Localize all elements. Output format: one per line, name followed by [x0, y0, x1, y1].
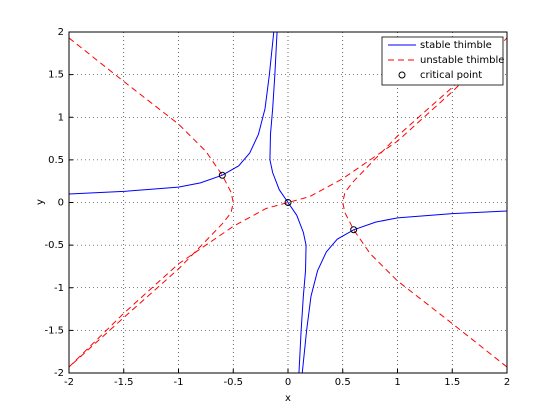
stable-curve — [69, 32, 507, 373]
x-axis-label: x — [285, 393, 291, 404]
x-tick-label: -1 — [174, 377, 184, 388]
y-tick-label: 1.5 — [48, 70, 64, 81]
y-tick-label: 2 — [58, 27, 64, 38]
y-tick-label: 0 — [58, 198, 64, 209]
legend-label: unstable thimble — [420, 55, 504, 66]
critical-point — [350, 226, 358, 234]
x-tick-label: -2 — [64, 377, 74, 388]
y-tick-label: -1.5 — [44, 325, 64, 336]
y-tick-label: 1 — [58, 112, 64, 123]
x-tick-label: 0.5 — [335, 377, 351, 388]
x-tick-label: 2 — [504, 377, 510, 388]
y-tick-label: -1 — [54, 283, 64, 294]
x-tick-label: 1 — [394, 377, 400, 388]
critical-point — [218, 171, 226, 179]
y-tick-label: -0.5 — [44, 240, 64, 251]
y-tick-label: -2 — [54, 368, 64, 379]
x-tick-label: 0 — [285, 377, 291, 388]
y-axis-label: y — [35, 199, 46, 205]
legend-marker — [398, 71, 406, 79]
x-tick-label: -0.5 — [223, 377, 243, 388]
legend-label: critical point — [420, 70, 482, 81]
unstable-curve — [69, 37, 507, 368]
legend-label: stable thimble — [420, 40, 492, 51]
y-tick-label: 0.5 — [48, 155, 64, 166]
x-tick-label: 1.5 — [444, 377, 460, 388]
x-tick-label: -1.5 — [114, 377, 134, 388]
axes-box — [68, 31, 508, 374]
critical-point — [284, 199, 292, 206]
